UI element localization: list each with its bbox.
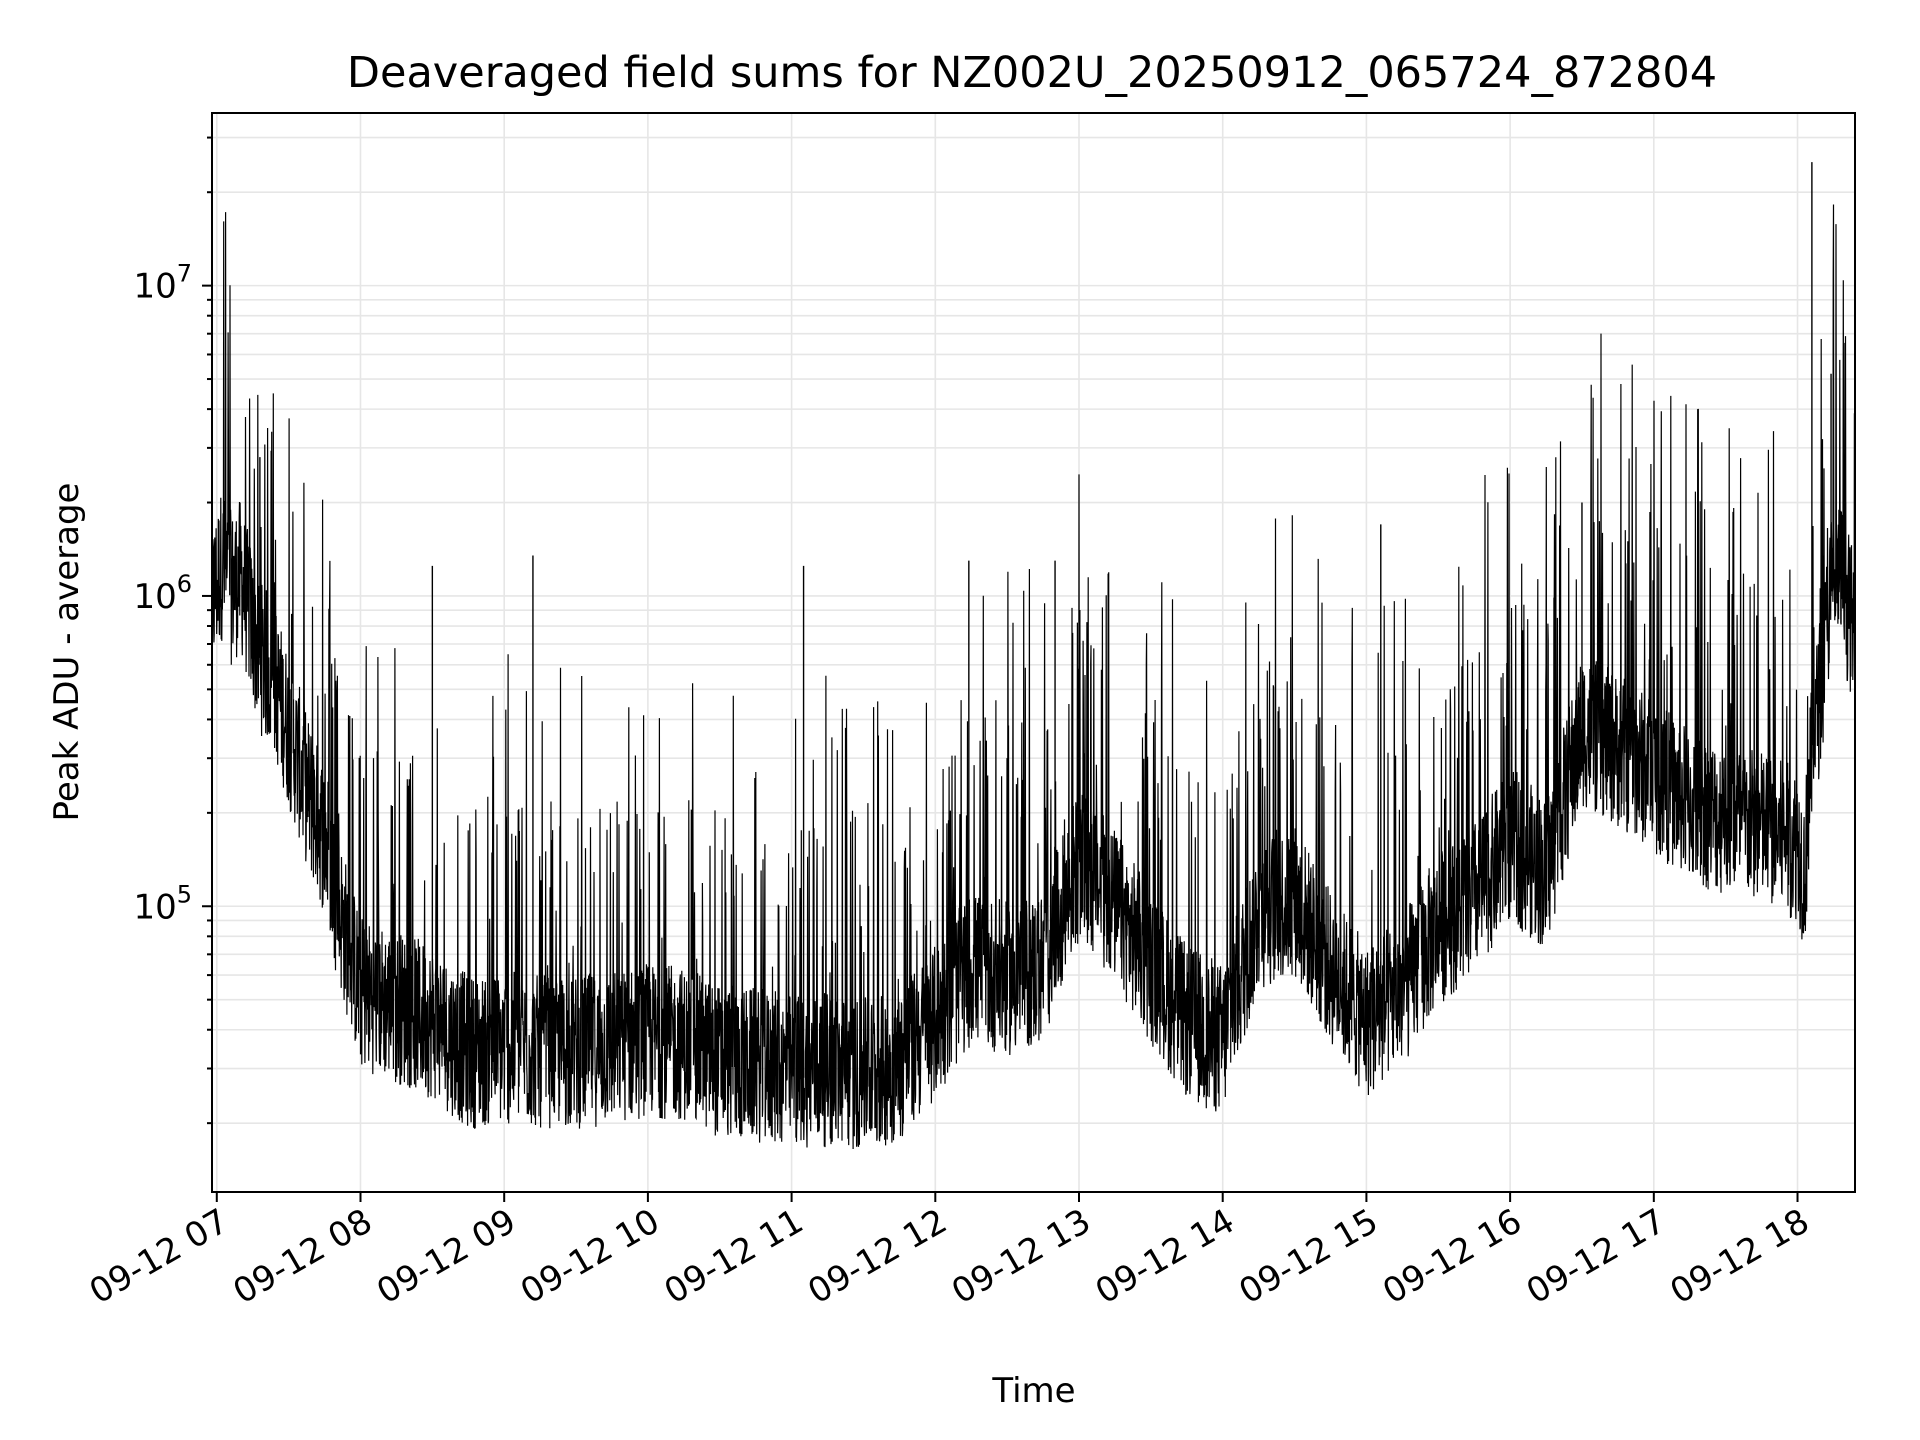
x-tick-label: 09-12 10 <box>514 1201 666 1312</box>
y-axis-label: Peak ADU - average <box>47 483 87 822</box>
spike-layer <box>259 162 1847 1078</box>
chart-title: Deaveraged field sums for NZ002U_2025091… <box>347 48 1717 98</box>
x-tick-label: 09-12 15 <box>1233 1201 1385 1312</box>
x-tick-label: 09-12 16 <box>1376 1201 1528 1312</box>
plot-frame <box>211 112 1856 1193</box>
y-tick-layer: 105 106 107 <box>133 136 212 1125</box>
x-tick-label: 09-12 12 <box>801 1201 953 1312</box>
y-tick-label: 106 <box>133 570 192 617</box>
y-tick-label: 107 <box>133 260 192 307</box>
x-tick-label: 09-12 07 <box>83 1201 235 1312</box>
y-tick-label: 105 <box>133 880 192 927</box>
x-tick-label: 09-12 17 <box>1520 1201 1672 1312</box>
series-line <box>211 204 1856 1150</box>
x-tick-label: 09-12 11 <box>658 1201 810 1312</box>
x-tick-label: 09-12 13 <box>945 1201 1097 1312</box>
x-tick-label: 09-12 09 <box>370 1201 522 1312</box>
x-axis-label: Time <box>991 1371 1075 1411</box>
x-tick-label: 09-12 18 <box>1664 1201 1816 1312</box>
x-tick-label: 09-12 14 <box>1089 1201 1241 1312</box>
x-tick-label: 09-12 08 <box>227 1201 379 1312</box>
